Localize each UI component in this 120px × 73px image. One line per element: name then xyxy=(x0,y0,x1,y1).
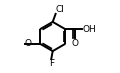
Text: F: F xyxy=(49,59,54,68)
Text: OH: OH xyxy=(82,25,96,34)
Text: Cl: Cl xyxy=(56,5,65,14)
Text: O: O xyxy=(25,39,32,48)
Text: O: O xyxy=(71,39,78,48)
